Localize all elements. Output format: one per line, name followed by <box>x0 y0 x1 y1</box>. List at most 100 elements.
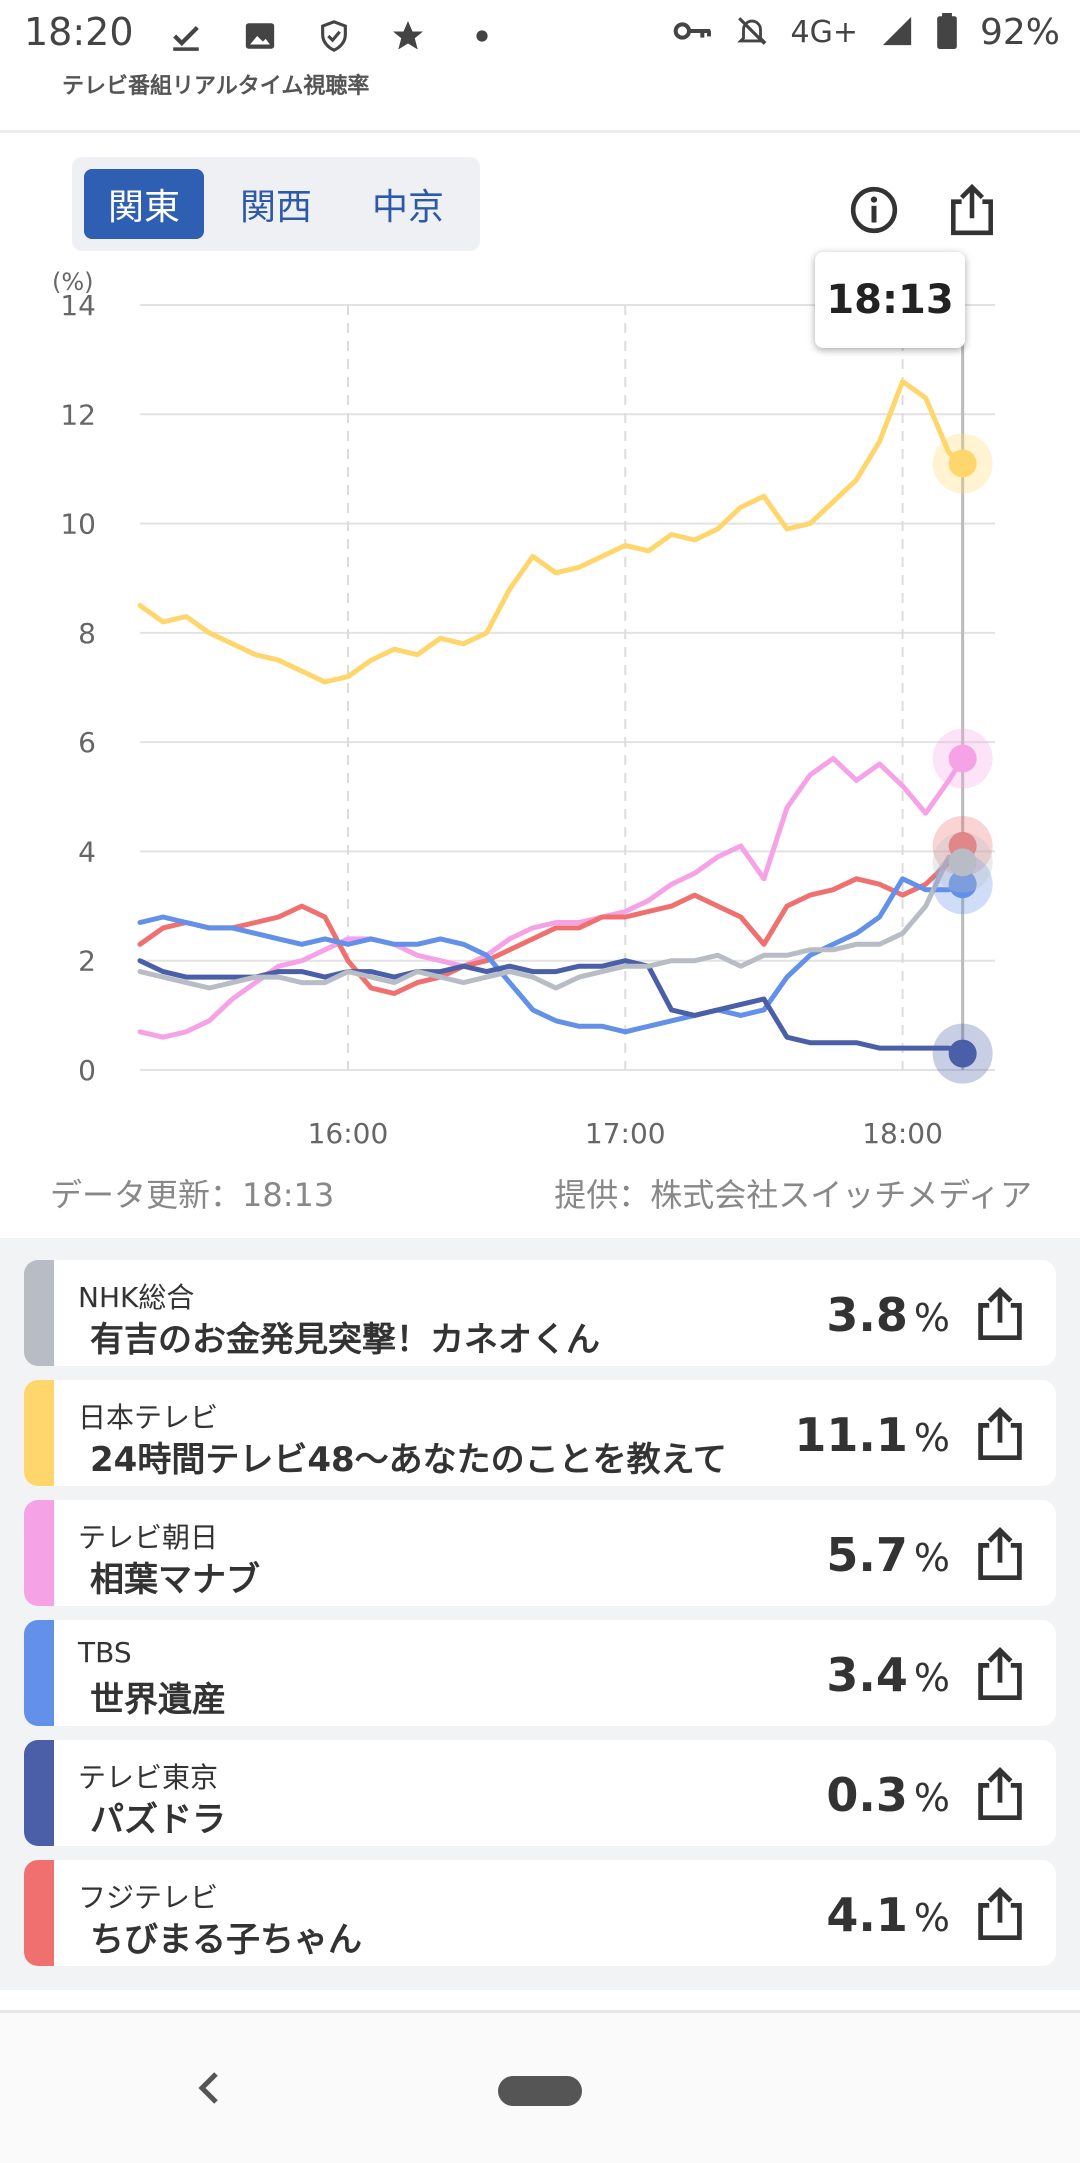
region-tabs: 関東 関西 中京 <box>72 157 480 251</box>
tab-kanto[interactable]: 関東 <box>84 169 204 239</box>
program-card-fuji-tv[interactable]: フジテレビ ちびまる子ちゃん 4.1% <box>24 1860 1056 1966</box>
shield-icon <box>314 16 354 56</box>
share-chart-icon[interactable] <box>944 182 1000 238</box>
tab-kansai[interactable]: 関西 <box>239 187 312 228</box>
x-tick-label: 16:00 <box>308 1117 389 1150</box>
chart-actions <box>846 182 1000 238</box>
program-title: 24時間テレビ48〜あなたのことを教えて <box>90 1440 727 1480</box>
series-marker <box>948 870 977 899</box>
home-pill[interactable] <box>498 2076 582 2106</box>
status-time: 18:20 <box>24 10 134 54</box>
series-marker <box>948 848 977 877</box>
rating-number: 3.8 <box>826 1288 908 1342</box>
dot-icon <box>462 16 502 56</box>
series-line <box>137 756 966 1040</box>
rating-unit: % <box>913 1656 950 1700</box>
channel-name: テレビ東京 <box>78 1761 219 1794</box>
rating-number: 0.3 <box>826 1768 908 1822</box>
program-title: ちびまる子ちゃん <box>90 1920 362 1960</box>
rating-unit: % <box>913 1296 950 1340</box>
download-done-icon <box>166 16 206 56</box>
rating-unit: % <box>913 1536 950 1580</box>
series-line <box>137 854 966 991</box>
rating-value: 3.8% <box>826 1288 950 1342</box>
series-marker <box>948 744 977 773</box>
program-title: 世界遺産 <box>90 1680 226 1720</box>
program-list: NHK総合 有吉のお金発見突撃！カネオくん 3.8% 日本テレビ 24時間テレビ… <box>0 1238 1080 1990</box>
y-tick-label: 2 <box>78 945 96 978</box>
x-tick-label: 17:00 <box>585 1117 666 1150</box>
info-icon[interactable] <box>846 182 902 238</box>
series-marker <box>948 1039 977 1068</box>
system-nav-bar <box>0 2010 1080 2163</box>
program-title: 相葉マナブ <box>90 1560 260 1600</box>
share-icon[interactable] <box>972 1526 1028 1582</box>
channel-color-bar <box>24 1860 54 1966</box>
channel-name: TBS <box>78 1636 132 1669</box>
channel-color-bar <box>24 1380 54 1486</box>
program-title: 有吉のお金発見突撃！カネオくん <box>90 1320 600 1360</box>
network-type: 4G+ <box>790 15 858 50</box>
channel-name: NHK総合 <box>78 1281 195 1314</box>
y-tick-label: 6 <box>78 726 96 759</box>
y-tick-label: 10 <box>60 508 96 541</box>
series-line <box>137 958 966 1057</box>
rating-value: 4.1% <box>826 1888 950 1942</box>
series-line <box>137 379 966 685</box>
channel-name: 日本テレビ <box>78 1401 219 1434</box>
share-icon[interactable] <box>972 1286 1028 1342</box>
rating-value: 11.1% <box>794 1408 950 1462</box>
program-card-tbs[interactable]: TBS 世界遺産 3.4% <box>24 1620 1056 1726</box>
program-card-tv-tokyo[interactable]: テレビ東京 パズドラ 0.3% <box>24 1740 1056 1846</box>
channel-color-bar <box>24 1620 54 1726</box>
channel-name: テレビ朝日 <box>78 1521 219 1554</box>
share-icon[interactable] <box>972 1886 1028 1942</box>
share-icon[interactable] <box>972 1766 1028 1822</box>
notification-icons <box>166 16 502 56</box>
star-icon <box>388 16 428 56</box>
status-bar: 18:20 4G+ 92% <box>0 0 1080 72</box>
rating-value: 3.4% <box>826 1648 950 1702</box>
rating-number: 4.1 <box>826 1888 908 1942</box>
channel-color-bar <box>24 1260 54 1366</box>
y-tick-label: 0 <box>78 1054 96 1087</box>
series-line <box>137 843 966 996</box>
channel-color-bar <box>24 1500 54 1606</box>
share-icon[interactable] <box>972 1406 1028 1462</box>
rating-value: 5.7% <box>826 1528 950 1582</box>
program-title: パズドラ <box>90 1800 226 1840</box>
share-icon[interactable] <box>972 1646 1028 1702</box>
battery-icon <box>936 12 958 53</box>
channel-name: フジテレビ <box>78 1881 219 1914</box>
x-tick-label: 18:00 <box>862 1117 943 1150</box>
app-title: テレビ番組リアルタイム視聴率 <box>62 74 370 99</box>
ratings-line-chart[interactable]: 0 2 4 6 8 10 12 14(%) 16:00 17:00 18:00 <box>0 270 1080 1150</box>
data-provider-label: 提供：株式会社スイッチメディア <box>554 1176 1032 1214</box>
vpn-key-icon <box>673 16 713 50</box>
image-icon <box>240 16 280 56</box>
signal-icon <box>880 14 914 52</box>
y-tick-label: 8 <box>78 617 96 650</box>
rating-unit: % <box>913 1416 950 1460</box>
rating-unit: % <box>913 1896 950 1940</box>
tab-chukyo[interactable]: 中京 <box>371 187 444 228</box>
series-line <box>137 876 966 1035</box>
rating-number: 5.7 <box>826 1528 908 1582</box>
rating-value: 0.3% <box>826 1768 950 1822</box>
back-icon[interactable] <box>190 2068 230 2108</box>
header-divider <box>0 130 1080 133</box>
program-card-ntv[interactable]: 日本テレビ 24時間テレビ48〜あなたのことを教えて 11.1% <box>24 1380 1056 1486</box>
y-tick-label: 12 <box>60 398 96 431</box>
program-card-nhk[interactable]: NHK総合 有吉のお金発見突撃！カネオくん 3.8% <box>24 1260 1056 1366</box>
rating-unit: % <box>913 1776 950 1820</box>
data-updated-label: データ更新：18:13 <box>50 1176 335 1214</box>
series-marker <box>948 449 977 478</box>
channel-color-bar <box>24 1740 54 1846</box>
y-unit-label: (%) <box>52 270 94 296</box>
notifications-off-icon <box>735 14 769 52</box>
y-tick-label: 4 <box>78 835 96 868</box>
system-icons: 4G+ 92% <box>673 12 1060 53</box>
rating-number: 11.1 <box>794 1408 908 1462</box>
program-card-tv-asahi[interactable]: テレビ朝日 相葉マナブ 5.7% <box>24 1500 1056 1606</box>
y-tick-label: 14 <box>60 289 96 322</box>
